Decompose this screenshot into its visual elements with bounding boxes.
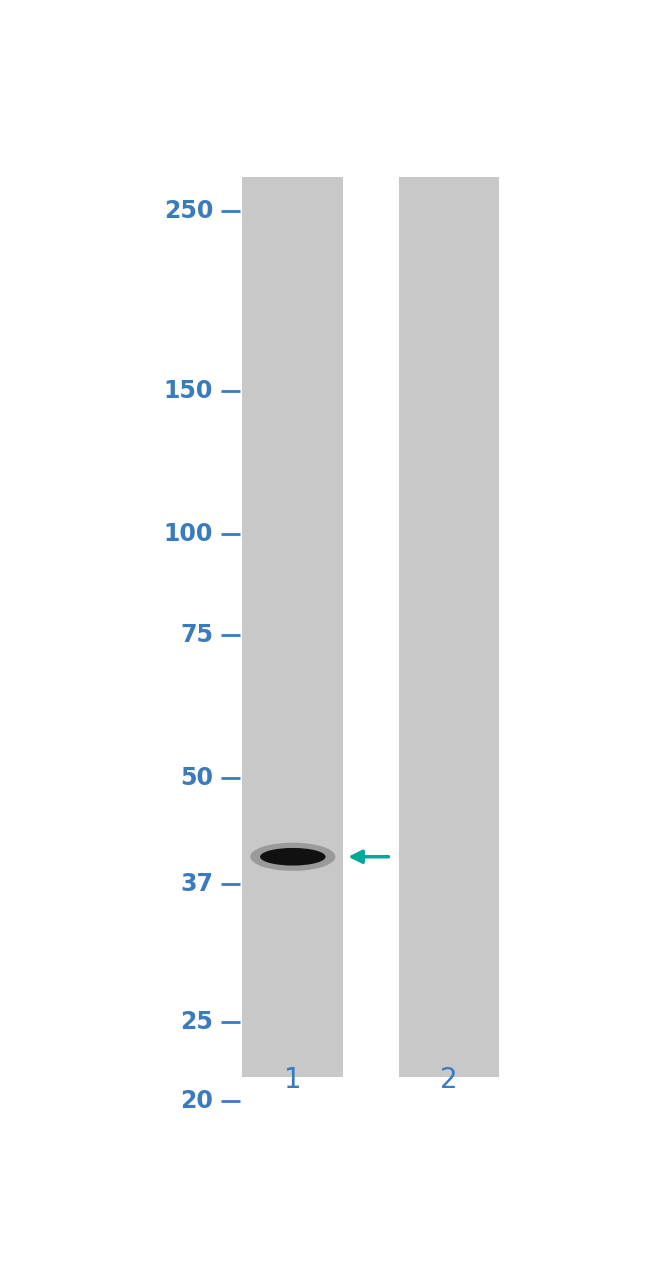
- Text: 2: 2: [440, 1066, 458, 1095]
- Text: 100: 100: [164, 522, 213, 546]
- Text: 75: 75: [180, 624, 213, 648]
- Text: 50: 50: [180, 766, 213, 790]
- Ellipse shape: [260, 848, 326, 866]
- Ellipse shape: [250, 843, 335, 871]
- Text: 20: 20: [180, 1088, 213, 1113]
- Text: 150: 150: [164, 378, 213, 403]
- Text: 37: 37: [180, 872, 213, 897]
- Text: 250: 250: [164, 199, 213, 224]
- Bar: [242, 177, 343, 1077]
- Text: 1: 1: [284, 1066, 302, 1095]
- Text: 25: 25: [180, 1011, 213, 1034]
- Bar: [398, 177, 499, 1077]
